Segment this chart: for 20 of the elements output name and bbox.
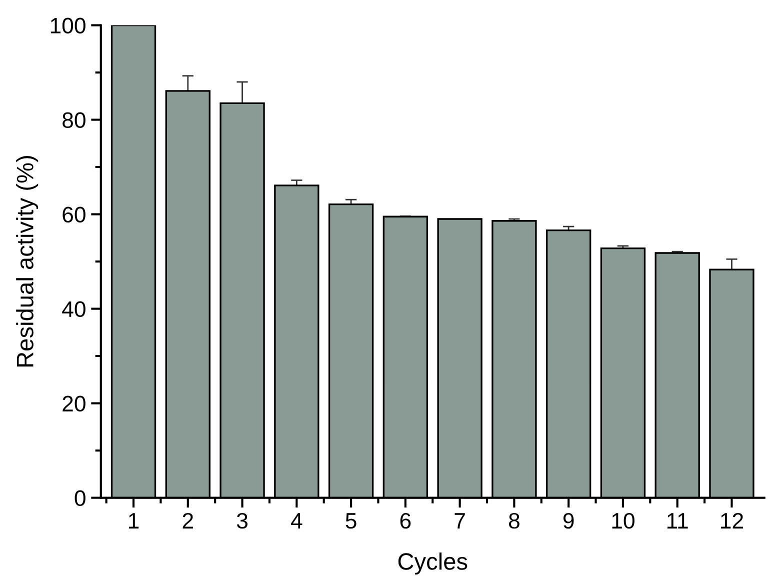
y-tick-label: 40 [62,301,86,318]
x-tick-label: 2 [182,512,193,528]
x-tick-label: 7 [454,513,465,528]
x-tick-label: 9 [563,512,574,529]
x-tick-label: 5 [346,513,356,529]
y-axis-title: Residual activity (%) [16,156,38,367]
x-axis-title: Cycles [398,552,468,575]
x-tick-label: 8 [508,512,520,529]
x-tick-label: 4 [290,513,302,528]
y-tick-label: 80 [62,112,86,128]
x-tick-label: 10 [612,512,634,529]
x-tick-label: 3 [236,512,248,529]
y-tick-label: 60 [62,206,86,223]
x-tick-label: 6 [400,512,411,529]
y-tick-label: 20 [62,396,86,412]
x-tick-label: 1 [129,513,139,528]
x-tick-label: 11 [668,513,688,528]
x-tick-label: 12 [721,512,743,528]
y-tick-label: 100 [50,18,86,34]
y-tick-label: 0 [74,490,86,506]
